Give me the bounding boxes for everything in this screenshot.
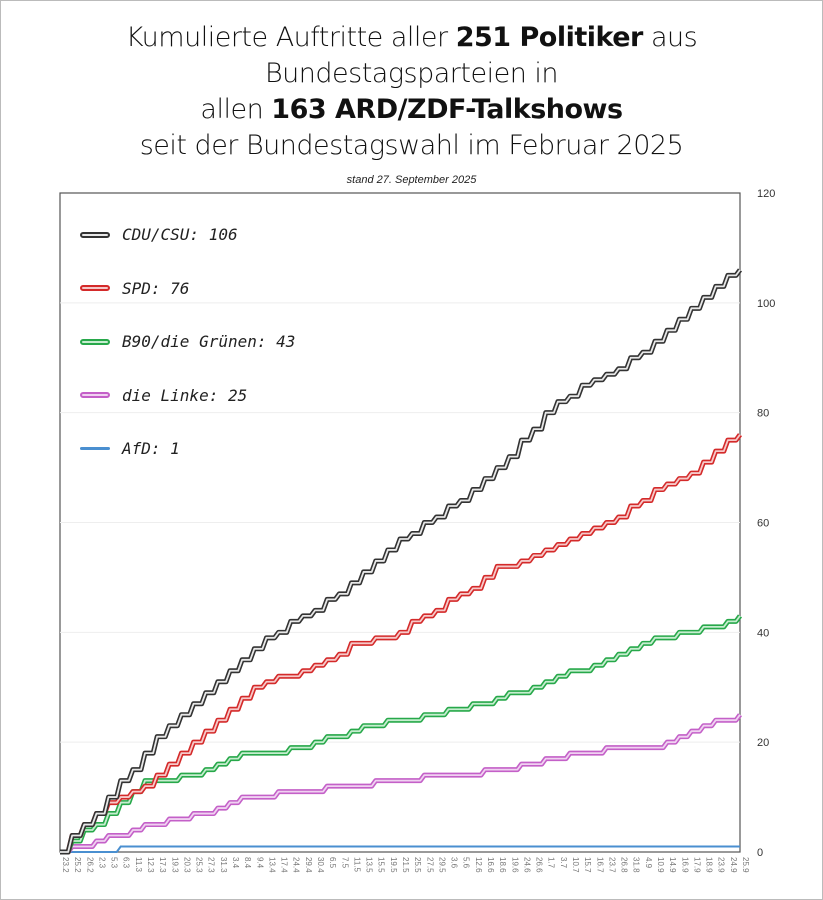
x-tick-label: 12.3: [146, 857, 155, 873]
title-bold-talkshows: 163 ARD/ZDF-Talkshows: [271, 94, 623, 125]
x-tick-label: 20.3: [182, 857, 191, 873]
series-line-inner-die-linke: [60, 714, 741, 853]
legend-item: die Linke: 25: [80, 369, 295, 423]
x-tick-label: 19.5: [389, 857, 398, 873]
x-tick-label: 17.4: [280, 857, 289, 873]
x-tick-label: 26.8: [620, 857, 629, 873]
x-tick-label: 7.5: [340, 857, 349, 869]
series-line-inner-cdu-csu: [60, 269, 741, 853]
legend: CDU/CSU: 106 SPD: 76 B90/die Grünen: 43 die…: [80, 208, 295, 476]
x-tick-label: 16.6: [486, 857, 495, 873]
title-text: allen: [200, 94, 272, 125]
chart-title: Kumulierte Auftritte aller 251 Politiker…: [0, 20, 823, 164]
x-tick-label: 16.9: [680, 857, 689, 873]
x-tick-label: 18.9: [705, 857, 714, 873]
y-tick-label: 20: [757, 737, 769, 749]
legend-item: B90/die Grünen: 43: [80, 315, 295, 369]
x-tick-label: 25.2: [73, 857, 82, 873]
x-tick-label: 29.4: [304, 857, 313, 873]
x-tick-label: 4.9: [644, 857, 653, 869]
title-line-4: seit der Bundestagswahl im Februar 2025: [139, 130, 684, 161]
x-tick-label: 26.6: [535, 857, 544, 873]
title-line-2: Bundestagsparteien in: [264, 58, 559, 89]
x-tick-label: 17.9: [692, 857, 701, 873]
x-tick-label: 24.9: [729, 857, 738, 873]
title-text: aus: [642, 22, 698, 53]
x-tick-label: 6.3: [122, 857, 131, 869]
x-tick-label: 13.5: [365, 857, 374, 873]
y-tick-label: 120: [757, 188, 775, 200]
series-line-inner-spd: [60, 434, 741, 853]
x-tick-label: 23.9: [717, 857, 726, 873]
legend-item: SPD: 76: [80, 262, 295, 316]
x-tick-label: 3.4: [231, 857, 240, 869]
x-tick-label: 18.6: [498, 857, 507, 873]
title-bold-politicians: 251 Politiker: [455, 22, 644, 53]
x-tick-label: 8.4: [243, 857, 252, 869]
y-tick-label: 60: [757, 518, 769, 530]
x-tick-label: 30.4: [316, 857, 325, 873]
x-tick-label: 23.2: [61, 857, 70, 873]
x-tick-label: 24.6: [522, 857, 531, 873]
y-tick-label: 80: [757, 408, 769, 420]
x-tick-label: 27.5: [425, 857, 434, 873]
series-line-afd: [60, 845, 740, 853]
x-tick-label: 31.3: [219, 857, 228, 873]
series-line-inner-b90-die-gr-nen: [60, 615, 741, 853]
legend-swatch: [80, 392, 110, 399]
x-tick-label: 5.3: [110, 857, 119, 869]
x-tick-label: 24.4: [292, 857, 301, 873]
legend-swatch: [80, 338, 110, 345]
x-tick-label: 19.3: [170, 857, 179, 873]
legend-swatch: [80, 285, 110, 292]
x-tick-label: 13.4: [267, 857, 276, 873]
x-tick-label: 15.5: [377, 857, 386, 873]
x-tick-label: 2.3: [97, 857, 106, 869]
x-tick-label: 16.7: [595, 857, 604, 873]
x-tick-label: 14.9: [668, 857, 677, 873]
x-tick-label: 11.5: [352, 857, 361, 873]
x-tick-label: 29.5: [437, 857, 446, 873]
legend-label: B90/die Grünen: 43: [122, 332, 296, 352]
x-tick-label: 19.6: [510, 857, 519, 873]
legend-item: AfD: 1: [80, 422, 295, 476]
x-tick-label: 11.3: [134, 857, 143, 873]
legend-swatch: [80, 447, 110, 451]
y-tick-label: 40: [757, 627, 769, 639]
x-tick-label: 25.9: [741, 857, 750, 873]
x-tick-label: 25.5: [413, 857, 422, 873]
legend-item: CDU/CSU: 106: [80, 208, 295, 262]
legend-label: SPD: 76: [122, 278, 190, 298]
legend-label: AfD: 1: [122, 439, 180, 459]
y-tick-label: 0: [757, 847, 763, 859]
legend-swatch: [80, 231, 110, 238]
x-tick-label: 12.6: [474, 857, 483, 873]
x-tick-label: 27.3: [207, 857, 216, 873]
x-tick-label: 5.6: [462, 857, 471, 869]
x-tick-label: 10.7: [571, 857, 580, 873]
legend-label: die Linke: 25: [122, 385, 248, 405]
x-tick-label: 9.4: [255, 857, 264, 869]
x-tick-label: 3.7: [559, 857, 568, 869]
title-text: Kumulierte Auftritte aller: [125, 22, 456, 53]
x-tick-label: 21.5: [401, 857, 410, 873]
x-tick-label: 1.7: [547, 857, 556, 869]
x-tick-label: 10.9: [656, 857, 665, 873]
x-tick-label: 23.7: [607, 857, 616, 873]
x-tick-label: 17.3: [158, 857, 167, 873]
x-tick-label: 25.3: [195, 857, 204, 873]
x-tick-label: 15.7: [583, 857, 592, 873]
x-tick-label: 26.2: [85, 857, 94, 873]
y-tick-label: 100: [757, 298, 775, 310]
x-tick-label: 3.6: [450, 857, 459, 869]
x-tick-label: 6.5: [328, 857, 337, 869]
x-tick-label: 31.8: [632, 857, 641, 873]
chart-subtitle: stand 27. September 2025: [346, 174, 477, 186]
legend-label: CDU/CSU: 106: [122, 225, 238, 245]
